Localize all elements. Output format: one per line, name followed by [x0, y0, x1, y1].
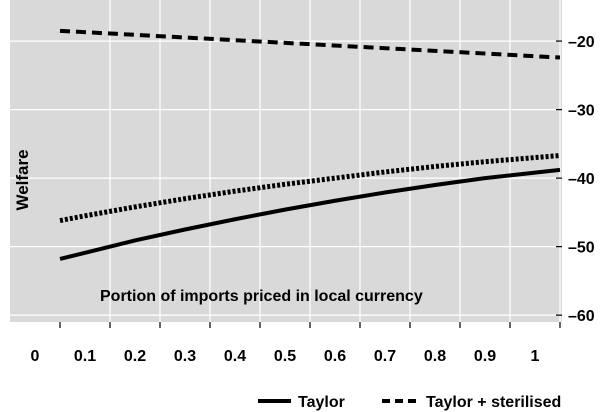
- legend: Taylor Taylor + sterilised: [258, 394, 561, 411]
- y-tick-label: –30: [568, 103, 595, 120]
- x-tick-label: 0.3: [174, 348, 196, 365]
- x-tick-label: 0.8: [424, 348, 446, 365]
- x-tick-label: 0.9: [474, 348, 496, 365]
- legend-label-taylor-sterilised: Taylor + sterilised: [426, 394, 561, 411]
- y-tick-label: –50: [568, 240, 595, 257]
- series-lines: [59, 28, 561, 261]
- y-tick-label: –20: [568, 34, 595, 51]
- y-tick-label: –40: [568, 171, 595, 188]
- series-line-taylor: [59, 167, 561, 261]
- series-line-dotted: [59, 153, 561, 224]
- legend-label-taylor: Taylor: [298, 394, 345, 411]
- x-tick-label: 0.5: [274, 348, 296, 365]
- y-tick-label: –60: [568, 308, 595, 325]
- x-tick-label: 0.2: [124, 348, 146, 365]
- x-tick-label: 1: [531, 348, 540, 365]
- grid-lines: [10, 0, 562, 322]
- x-tick-label: 0.4: [224, 348, 246, 365]
- y-axis-ticks: –20 –30 –40 –50 –60: [556, 34, 595, 325]
- x-tick-label: 0.6: [324, 348, 346, 365]
- x-axis-ticks: 0 0.1 0.2 0.3 0.4 0.5 0.6 0.7 0.8 0.9 1: [31, 322, 561, 365]
- x-tick-label: 0.7: [374, 348, 396, 365]
- plot-area: [10, 0, 562, 322]
- plot-annotation: Portion of imports priced in local curre…: [100, 288, 423, 305]
- x-tick-label: 0: [31, 348, 40, 365]
- y-axis-label: Welfare: [13, 149, 32, 210]
- series-line-taylor-sterilised: [59, 28, 561, 60]
- x-tick-label: 0.1: [74, 348, 96, 365]
